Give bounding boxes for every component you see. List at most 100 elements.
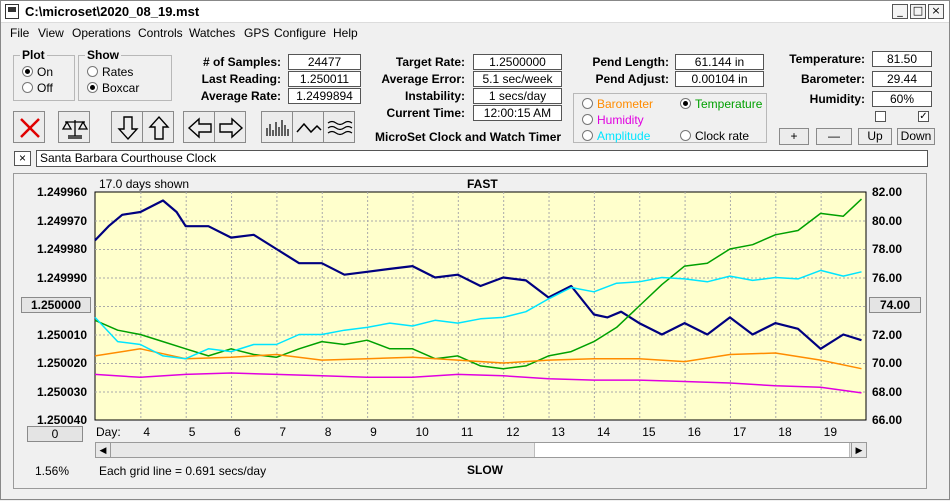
down-button[interactable]: Down [897, 128, 935, 145]
arrow-right-icon[interactable] [214, 111, 246, 143]
clock-rate-radio-label: Clock rate [695, 129, 750, 143]
plot-on-radio[interactable]: On [22, 65, 53, 79]
up-button[interactable]: Up [858, 128, 892, 145]
menu-bar: File View Operations Controls Watches GP… [1, 24, 949, 43]
x-axis-tick-label: 18 [778, 425, 792, 439]
right-axis-tick-label: 68.00 [872, 384, 903, 399]
clock-rate-radio[interactable]: Clock rate [680, 129, 749, 143]
x-axis-tick-label: 6 [234, 425, 241, 439]
show-boxcar-label: Boxcar [102, 81, 140, 95]
left-axis-tick-label: 1.249990 [36, 270, 87, 285]
x-axis-tick-label: 14 [596, 425, 611, 439]
temperature-radio-label: Temperature [695, 97, 763, 111]
instability-value: 1 secs/day [473, 88, 562, 104]
wave-graph-icon[interactable] [323, 111, 355, 143]
plot-group-title: Plot [20, 48, 47, 62]
menu-controls[interactable]: Controls [138, 26, 183, 40]
show-group-title: Show [85, 48, 121, 62]
current-time-label: Current Time: [386, 106, 465, 120]
right-axis-tick-label: 78.00 [872, 242, 903, 256]
sensor-choice-group: Barometer Temperature Humidity Amplitude… [573, 93, 767, 143]
slow-label: SLOW [467, 463, 503, 477]
plot-off-radio[interactable]: Off [22, 81, 53, 95]
arrow-left-icon[interactable] [183, 111, 215, 143]
x-axis-tick-label: 19 [823, 425, 837, 439]
pend-length-label: Pend Length: [592, 55, 669, 69]
menu-help[interactable]: Help [333, 26, 358, 40]
right-center-button[interactable]: 74.00 [869, 297, 921, 313]
left-bottom-button[interactable]: 0 [27, 426, 83, 442]
minus-button[interactable]: — [816, 128, 852, 145]
line-graph-icon[interactable] [292, 111, 324, 143]
temperature-radio[interactable]: Temperature [680, 97, 762, 111]
barometer-radio[interactable]: Barometer [582, 97, 653, 111]
radio-selected-icon [22, 66, 33, 77]
close-x-icon[interactable] [13, 111, 45, 143]
amplitude-radio[interactable]: Amplitude [582, 129, 650, 143]
menu-watches[interactable]: Watches [189, 26, 236, 40]
right-axis-tick-label: 80.00 [872, 213, 903, 228]
clear-clock-name-button[interactable]: × [14, 151, 31, 166]
right-axis-tick-label: 72.00 [872, 327, 903, 342]
x-axis-tick-label: 15 [642, 425, 656, 439]
plot-group: Plot On Off [13, 48, 75, 101]
close-button[interactable]: × [928, 4, 944, 19]
left-axis-tick-label: 1.250020 [36, 356, 87, 370]
average-rate-label: Average Rate: [200, 89, 281, 103]
barometer-label: Barometer: [800, 72, 865, 86]
menu-gps[interactable]: GPS [244, 26, 270, 40]
x-axis-tick-label: 9 [370, 425, 377, 439]
minimize-button[interactable]: _ [892, 4, 908, 19]
option-checkbox-2[interactable]: ✓ [918, 111, 929, 122]
barometer-radio-label: Barometer [597, 97, 654, 111]
target-rate-value: 1.2500000 [473, 54, 562, 70]
plot-on-label: On [37, 65, 54, 79]
target-rate-label: Target Rate: [395, 55, 465, 69]
menu-file[interactable]: File [10, 26, 30, 40]
show-boxcar-radio[interactable]: Boxcar [87, 81, 139, 95]
last-reading-label: Last Reading: [201, 72, 281, 86]
radio-icon [582, 130, 593, 141]
humidity-radio[interactable]: Humidity [582, 113, 644, 127]
temperature-value: 81.50 [872, 51, 932, 67]
show-group: Show Rates Boxcar [78, 48, 172, 101]
balance-scale-icon[interactable] [58, 111, 90, 143]
humidity-radio-label: Humidity [597, 113, 644, 127]
x-axis-tick-label: 11 [460, 425, 474, 439]
x-axis-tick-label: 16 [687, 425, 701, 439]
menu-view[interactable]: View [38, 26, 64, 40]
left-center-button[interactable]: 1.250000 [21, 297, 91, 313]
radio-icon [22, 82, 33, 93]
right-axis-tick-label: 82.00 [872, 185, 903, 199]
clock-name-field[interactable]: Santa Barbara Courthouse Clock [36, 150, 928, 167]
last-reading-value: 1.250011 [288, 71, 361, 87]
amplitude-radio-label: Amplitude [597, 129, 651, 143]
show-rates-radio[interactable]: Rates [87, 65, 133, 79]
option-checkbox-1[interactable] [875, 111, 886, 122]
temperature-label: Temperature: [789, 52, 865, 66]
right-axis-tick-label: 66.00 [872, 413, 903, 427]
plus-button[interactable]: + [779, 128, 809, 145]
pend-adjust-value: 0.00104 in [675, 71, 764, 87]
scroll-thumb[interactable] [534, 443, 850, 457]
day-axis-label: Day: [96, 425, 121, 439]
left-axis-tick-label: 1.249980 [36, 242, 87, 256]
humidity-label: Humidity: [809, 92, 865, 106]
arrow-up-icon[interactable] [142, 111, 174, 143]
x-axis-tick-label: 12 [506, 425, 520, 439]
scroll-right-icon[interactable]: ▶ [851, 443, 866, 457]
left-axis-tick-label: 1.249970 [36, 213, 87, 228]
arrow-down-icon[interactable] [111, 111, 143, 143]
maximize-button[interactable]: □ [910, 4, 926, 19]
current-time-value: 12:00:15 AM [473, 105, 562, 121]
plot-scrollbar[interactable]: ◀ ▶ [95, 442, 867, 458]
bar-graph-icon[interactable] [261, 111, 293, 143]
menu-configure[interactable]: Configure [274, 26, 327, 40]
menu-operations[interactable]: Operations [72, 26, 131, 40]
plot-panel [13, 173, 927, 489]
app-icon[interactable] [5, 4, 19, 19]
radio-icon [680, 130, 691, 141]
scroll-left-icon[interactable]: ◀ [96, 443, 111, 457]
app-title: MicroSet Clock and Watch Timer [375, 130, 562, 144]
average-error-value: 5.1 sec/week [473, 71, 562, 87]
